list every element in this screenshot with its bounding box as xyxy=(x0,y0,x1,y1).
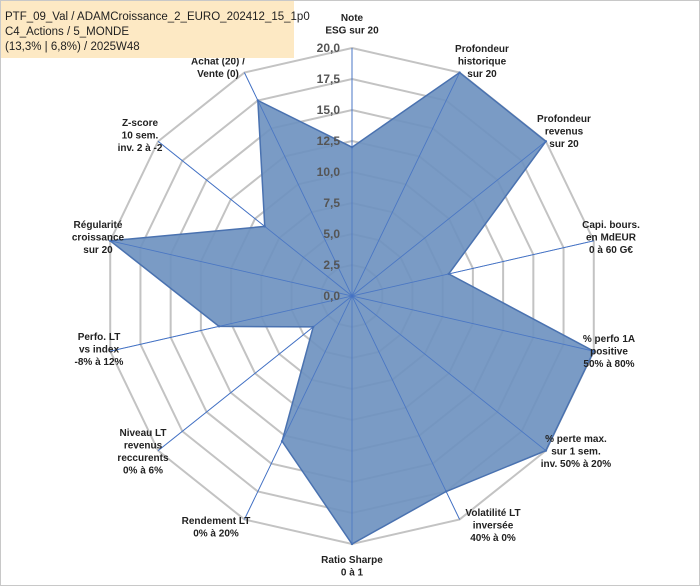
category-labels: Note ESG sur 20 Profondeur historique sur 20… xyxy=(72,13,640,579)
title-line-stats: (13,3% | 6,8%) / 2025W48 xyxy=(5,41,140,53)
spoke-overlay-5 xyxy=(351,295,547,451)
category-label-5: % perte max. sur 1 sem. inv. 50% à 20% xyxy=(541,434,612,470)
tick-label: 20,0 xyxy=(317,41,341,55)
tick-label: 15,0 xyxy=(317,103,341,117)
category-label-0: Note ESG sur 20 xyxy=(325,13,379,37)
tick-label: 10,0 xyxy=(317,165,341,179)
spoke-overlay-3 xyxy=(351,240,594,297)
spoke-overlay-8 xyxy=(244,295,353,520)
category-label-6: Volatilité LT inversée 40% à 0% xyxy=(465,508,520,544)
spoke-overlay-10 xyxy=(110,295,353,352)
category-label-10: Perfo. LT vs index -8% à 12% xyxy=(75,332,124,368)
spoke-overlay-6 xyxy=(351,295,460,520)
tick-label: 7,5 xyxy=(323,196,340,210)
category-label-7: Ratio Sharpe 0 à 1 xyxy=(321,555,383,579)
chart-title-box: PTF_09_Val / ADAMCroissance_2_EURO_20241… xyxy=(1,1,310,58)
spoke-overlay-2 xyxy=(351,141,547,297)
spoke-overlay-11 xyxy=(110,240,353,297)
category-label-11: Régularité croissance sur 20 xyxy=(72,220,125,256)
tick-label: 2,5 xyxy=(323,258,340,272)
radar-series xyxy=(108,48,595,546)
spoke-overlay-13 xyxy=(244,72,353,297)
radial-tick-labels: 0,0 2,5 5,0 7,5 10,0 12,5 15,0 17,5 20,0 xyxy=(317,41,341,303)
title-line-category: C4_Actions / 5_MONDE xyxy=(5,26,129,38)
spoke-overlay-4 xyxy=(351,295,594,352)
category-label-4: % perfo 1A positive 50% à 80% xyxy=(583,334,635,370)
category-label-2: Profondeur revenus sur 20 xyxy=(537,114,591,150)
category-label-12: Z-score 10 sem. inv. 2 à -2 xyxy=(118,118,163,154)
title-line-portfolio: PTF_09_Val / ADAMCroissance_2_EURO_20241… xyxy=(5,11,310,23)
category-label-8: Rendement LT 0% à 20% xyxy=(182,516,251,540)
tick-label: 12,5 xyxy=(317,134,341,148)
spoke-overlay-1 xyxy=(351,72,460,297)
spoke-overlay-12 xyxy=(157,141,353,297)
category-label-9: Niveau LT revenus reccurents 0% à 6% xyxy=(117,428,169,477)
category-label-3: Capi. bours. en MdEUR 0 à 60 G€ xyxy=(582,220,640,256)
tick-label: 17,5 xyxy=(317,72,341,86)
spoke-overlay-9 xyxy=(157,295,353,451)
category-label-1: Profondeur historique sur 20 xyxy=(455,44,509,80)
tick-label: 0,0 xyxy=(323,289,340,303)
tick-label: 5,0 xyxy=(323,227,340,241)
